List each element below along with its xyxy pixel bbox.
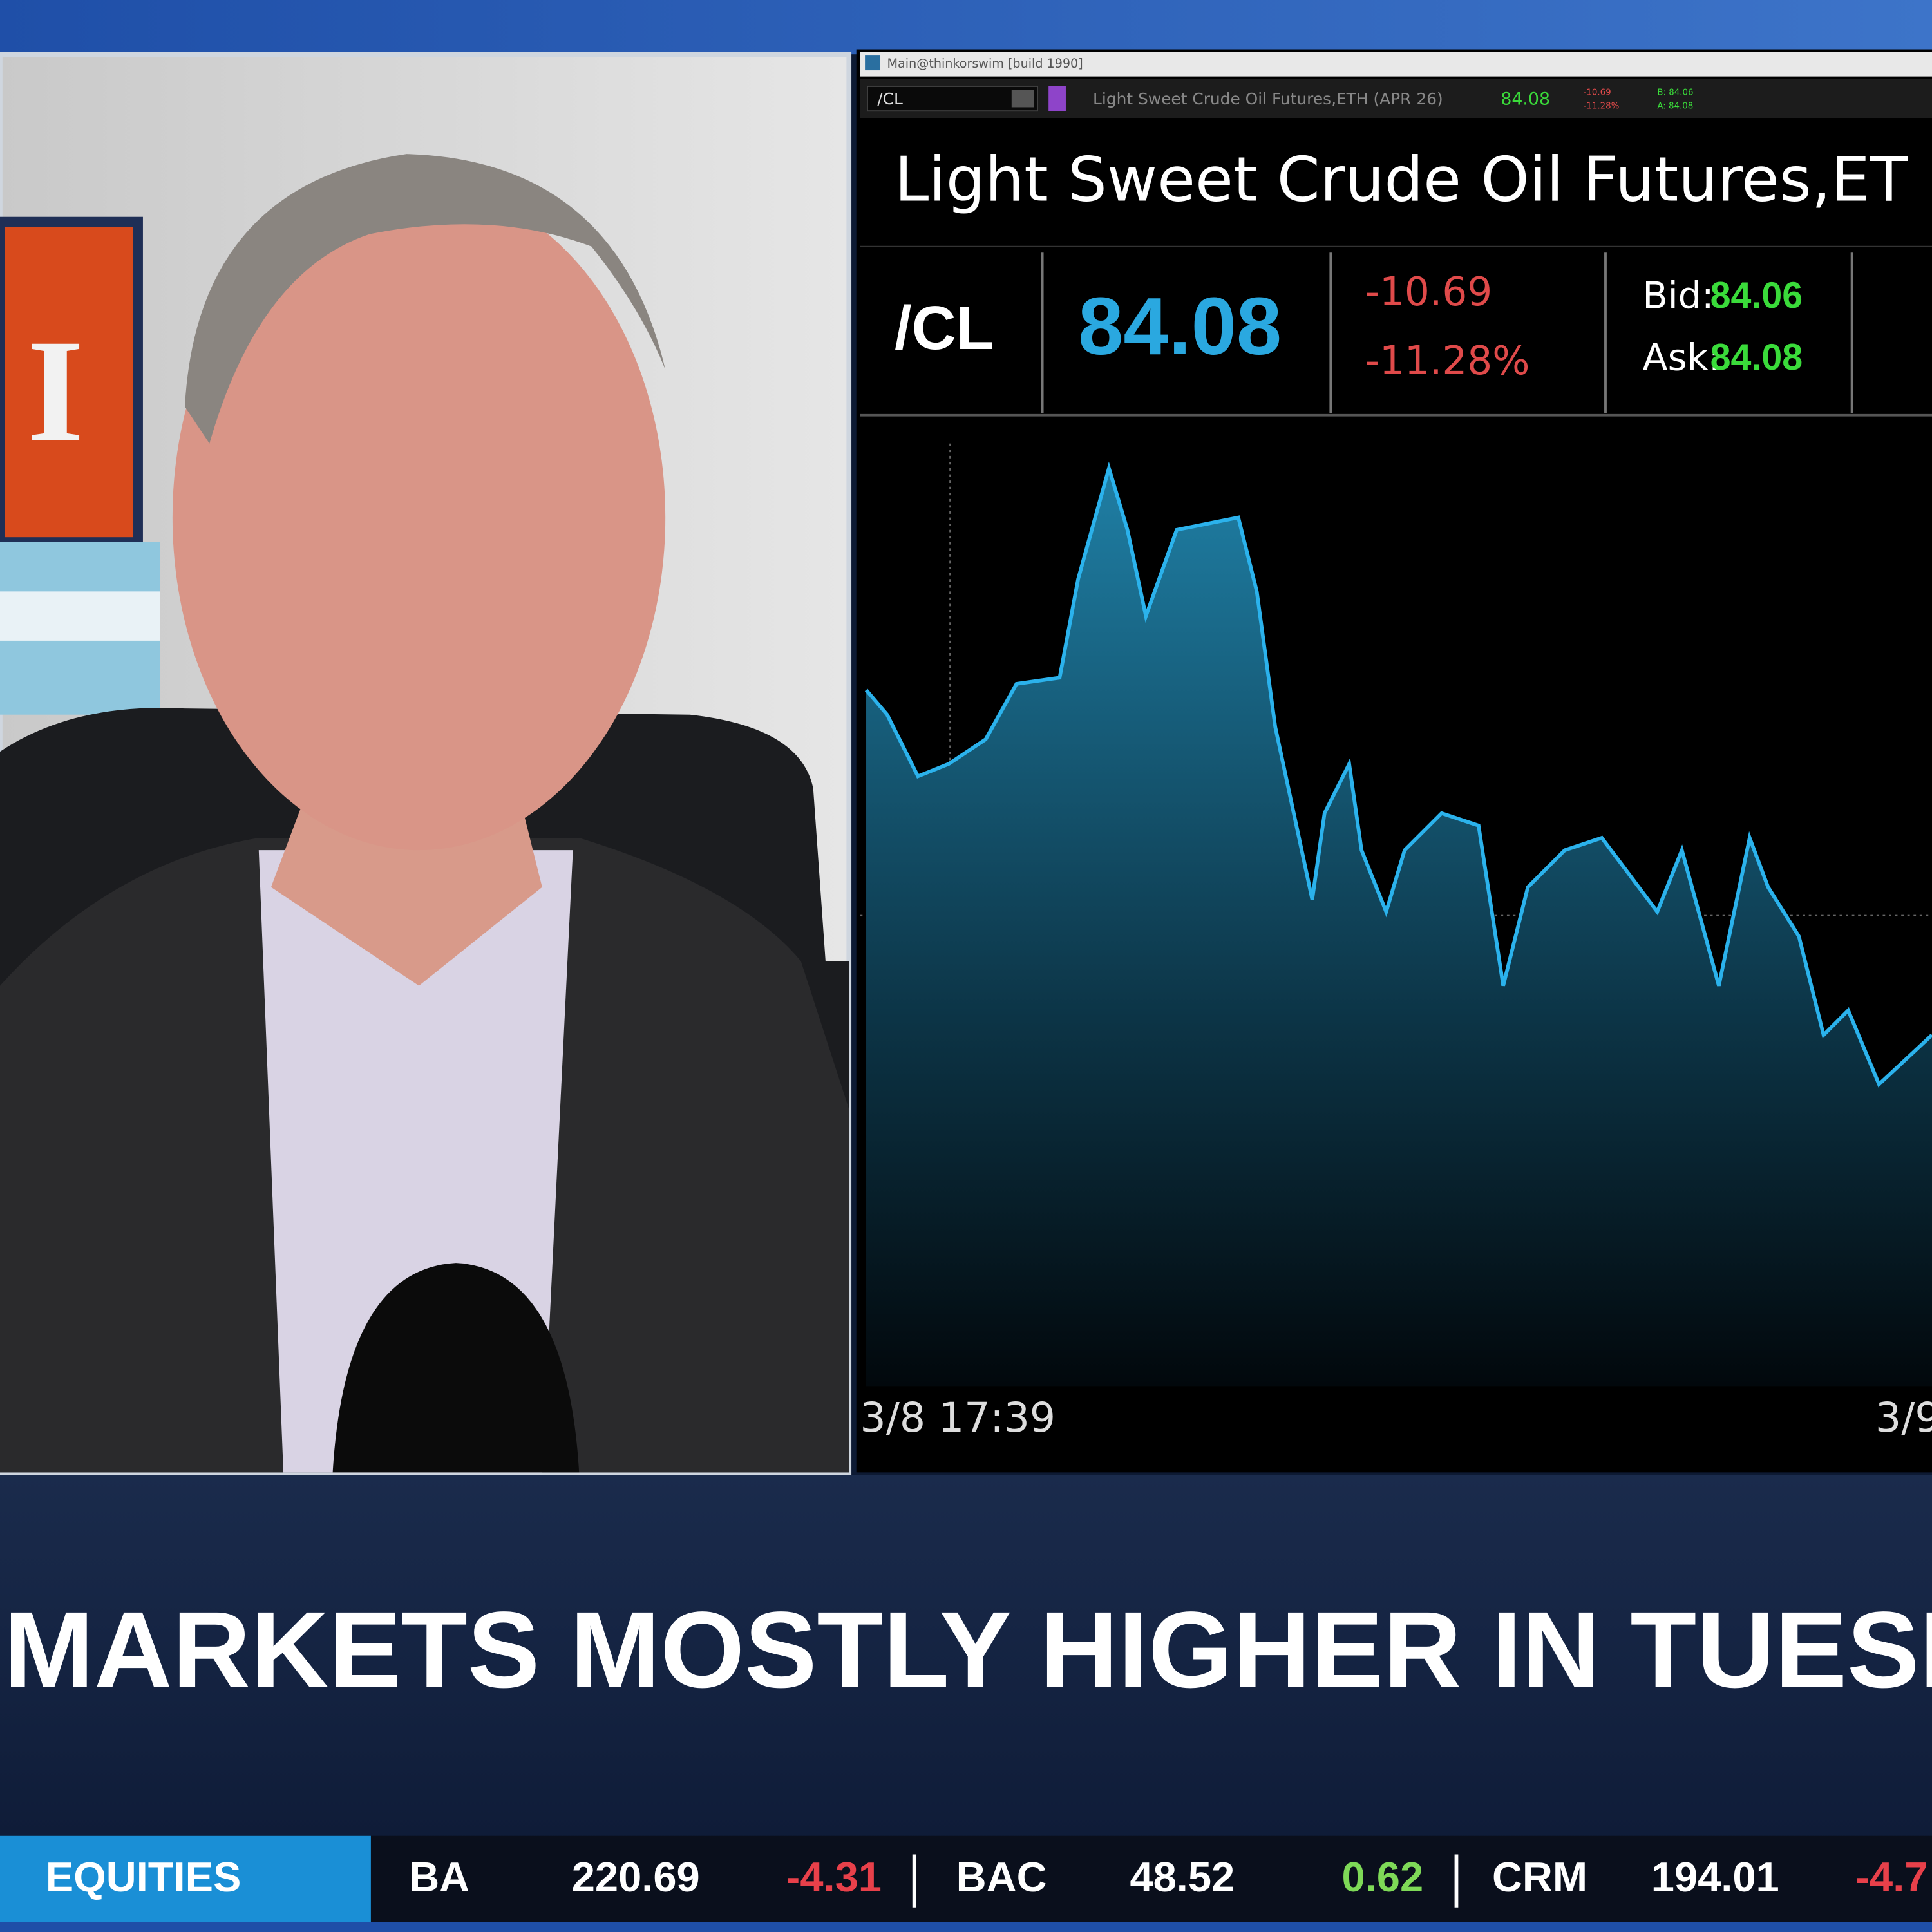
toolbar-bid: B: 84.06: [1657, 88, 1693, 97]
ticker-price: 220.69: [572, 1853, 700, 1900]
hair: [184, 154, 666, 444]
header-symbol: /CL: [895, 294, 994, 363]
toolbar: [860, 79, 1932, 118]
flag-stripe: [0, 591, 160, 641]
price-area: [866, 468, 1932, 1387]
section-label: EQUITIES: [46, 1853, 242, 1900]
bid-value: 84.06: [1710, 275, 1803, 316]
app-icon: [865, 55, 880, 71]
ticker-symbol: BAC: [956, 1853, 1047, 1900]
header-change: -10.69: [1365, 269, 1492, 315]
face: [172, 184, 666, 851]
ticker-symbol: BA: [409, 1853, 469, 1900]
ask-label: Ask:: [1642, 336, 1721, 379]
banner: [0, 1475, 1932, 1836]
study-icon[interactable]: [1048, 86, 1066, 111]
ticker-price: 194.01: [1651, 1853, 1779, 1900]
trading-window: Main@thinkorswim [build 1990] /CL Light …: [856, 49, 1932, 1473]
toolbar-last: 84.08: [1501, 89, 1550, 109]
window-title: Main@thinkorswim [build 1990]: [887, 56, 1083, 71]
flag-letter: I: [26, 308, 84, 473]
header-title: Light Sweet Crude Oil Futures,ET: [895, 143, 1908, 215]
header-change-pct: -11.28%: [1365, 338, 1530, 384]
toolbar-change: -10.69: [1584, 88, 1611, 97]
x-label: 3/8 17:39: [860, 1394, 1056, 1441]
x-label: 3/9: [1875, 1394, 1932, 1441]
bottom-strip: [0, 1922, 1932, 1932]
top-band: [0, 0, 1932, 55]
ticker: EQUITIES BA 220.69 -4.31 BAC 48.52 0.62 …: [0, 1835, 1932, 1932]
symbol-box[interactable]: [866, 85, 1038, 112]
toolbar-symbol: /CL: [877, 90, 903, 108]
dropdown[interactable]: [1011, 90, 1034, 108]
price-line: [864, 461, 1932, 1088]
bid-label: Bid:: [1642, 274, 1714, 317]
ticker-price: 48.52: [1130, 1853, 1235, 1900]
header-price: 84.08: [1078, 281, 1282, 372]
microphone: [332, 1263, 580, 1473]
ticker-change: -4.31: [786, 1853, 882, 1900]
video-feed: I: [0, 52, 852, 1475]
flag: [0, 216, 143, 547]
headline: MARKETS MOSTLY HIGHER IN TUESDAY: [4, 1589, 1932, 1710]
toolbar-change-pct: -11.28%: [1584, 102, 1620, 111]
title-bar: [860, 52, 1932, 77]
toolbar-description: Light Sweet Crude Oil Futures,ETH (APR 2…: [1093, 90, 1443, 108]
ask-value: 84.08: [1710, 337, 1803, 378]
section-tab: [0, 1835, 371, 1922]
toolbar-ask: A: 84.08: [1657, 102, 1693, 111]
ticker-symbol: CRM: [1492, 1853, 1587, 1900]
ticker-change: 0.62: [1342, 1853, 1424, 1900]
ticker-change: -4.7: [1855, 1853, 1927, 1900]
